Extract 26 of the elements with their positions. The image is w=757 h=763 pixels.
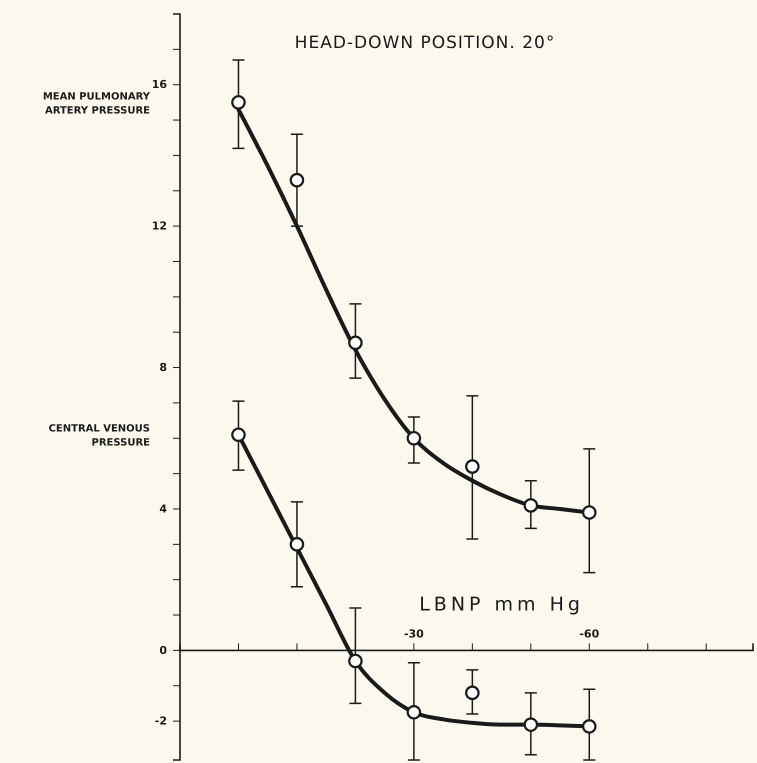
point [524,498,538,513]
point [582,505,597,520]
y-tick-label: 8 [159,361,167,374]
point [406,431,422,446]
y-tick-label: 4 [159,502,168,516]
y-tick-label: 12 [152,220,167,233]
point [582,719,597,734]
point [290,537,304,552]
x-tick-label: -60 [579,627,600,640]
point [348,654,363,668]
text: MEAN PULMONARY ARTERY PRESSURE [42,91,151,116]
text: CENTRAL VENOUS PRESSURE [48,424,150,449]
x-axis-title: LBNP mm Hg [419,593,584,616]
point [465,686,480,700]
y-tick-label: 0 [159,644,168,657]
point [231,95,246,110]
point [524,717,538,732]
y-tick-label: 16 [152,78,168,92]
point [231,427,246,442]
point [465,459,480,474]
point [348,336,363,350]
text: HEAD-DOWN POSITION. 20° [294,33,556,53]
y-tick-label: -2 [154,714,167,728]
x-tick-label: -30 [404,627,424,640]
point [290,172,304,188]
point [406,705,422,720]
